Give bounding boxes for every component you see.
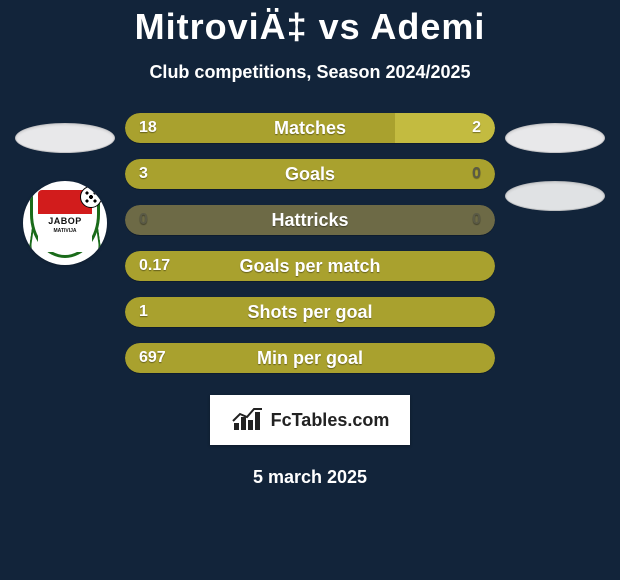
stat-label: Shots per goal [247, 302, 372, 323]
attribution-badge: FcTables.com [210, 395, 410, 445]
soccer-ball-icon [80, 186, 102, 208]
comparison-infographic: MitroviÄ‡ vs Ademi Club competitions, Se… [0, 0, 620, 580]
right-player-ellipse-2 [505, 181, 605, 211]
left-player-column: JABOP MATIVIJA [5, 113, 125, 265]
stat-value-right: 0 [472, 211, 481, 229]
stat-label: Min per goal [257, 348, 363, 369]
badge-name-top: JABOP [30, 216, 100, 226]
subtitle: Club competitions, Season 2024/2025 [0, 62, 620, 83]
right-player-ellipse-1 [505, 123, 605, 153]
stat-label: Goals per match [239, 256, 380, 277]
stat-label: Matches [274, 118, 346, 139]
jabop-shield-icon: JABOP MATIVIJA [30, 188, 100, 258]
stat-bar: Goals per match 0.17 [125, 251, 495, 281]
stat-bar: Matches 18 2 [125, 113, 495, 143]
stat-bar: Min per goal 697 [125, 343, 495, 373]
stat-bar: Shots per goal 1 [125, 297, 495, 327]
right-player-column [495, 113, 615, 211]
stats-section: JABOP MATIVIJA Matches182Goals30Hattrick… [0, 113, 620, 373]
left-player-ellipse [15, 123, 115, 153]
stat-value-left: 18 [139, 119, 157, 137]
stat-label: Goals [285, 164, 335, 185]
stat-bar: Goals 3 0 [125, 159, 495, 189]
badge-name-bottom: MATIVIJA [30, 228, 100, 234]
stat-value-right: 0 [472, 165, 481, 183]
date-text: 5 march 2025 [0, 467, 620, 488]
stat-value-right: 2 [472, 119, 481, 137]
left-club-badge: JABOP MATIVIJA [23, 181, 107, 265]
page-title: MitroviÄ‡ vs Ademi [0, 0, 620, 48]
stat-label: Hattricks [271, 210, 348, 231]
stat-bars: Matches 18 2 Goals 3 0 Hattricks 0 0 Goals per ma… [125, 113, 495, 373]
bar-chart-icon [231, 407, 265, 433]
stat-value-left: 697 [139, 349, 166, 367]
stat-value-left: 3 [139, 165, 148, 183]
attribution-text: FcTables.com [271, 410, 390, 431]
stat-value-left: 1 [139, 303, 148, 321]
stat-value-left: 0 [139, 211, 148, 229]
stat-value-left: 0.17 [139, 257, 170, 275]
stat-bar: Hattricks 0 0 [125, 205, 495, 235]
